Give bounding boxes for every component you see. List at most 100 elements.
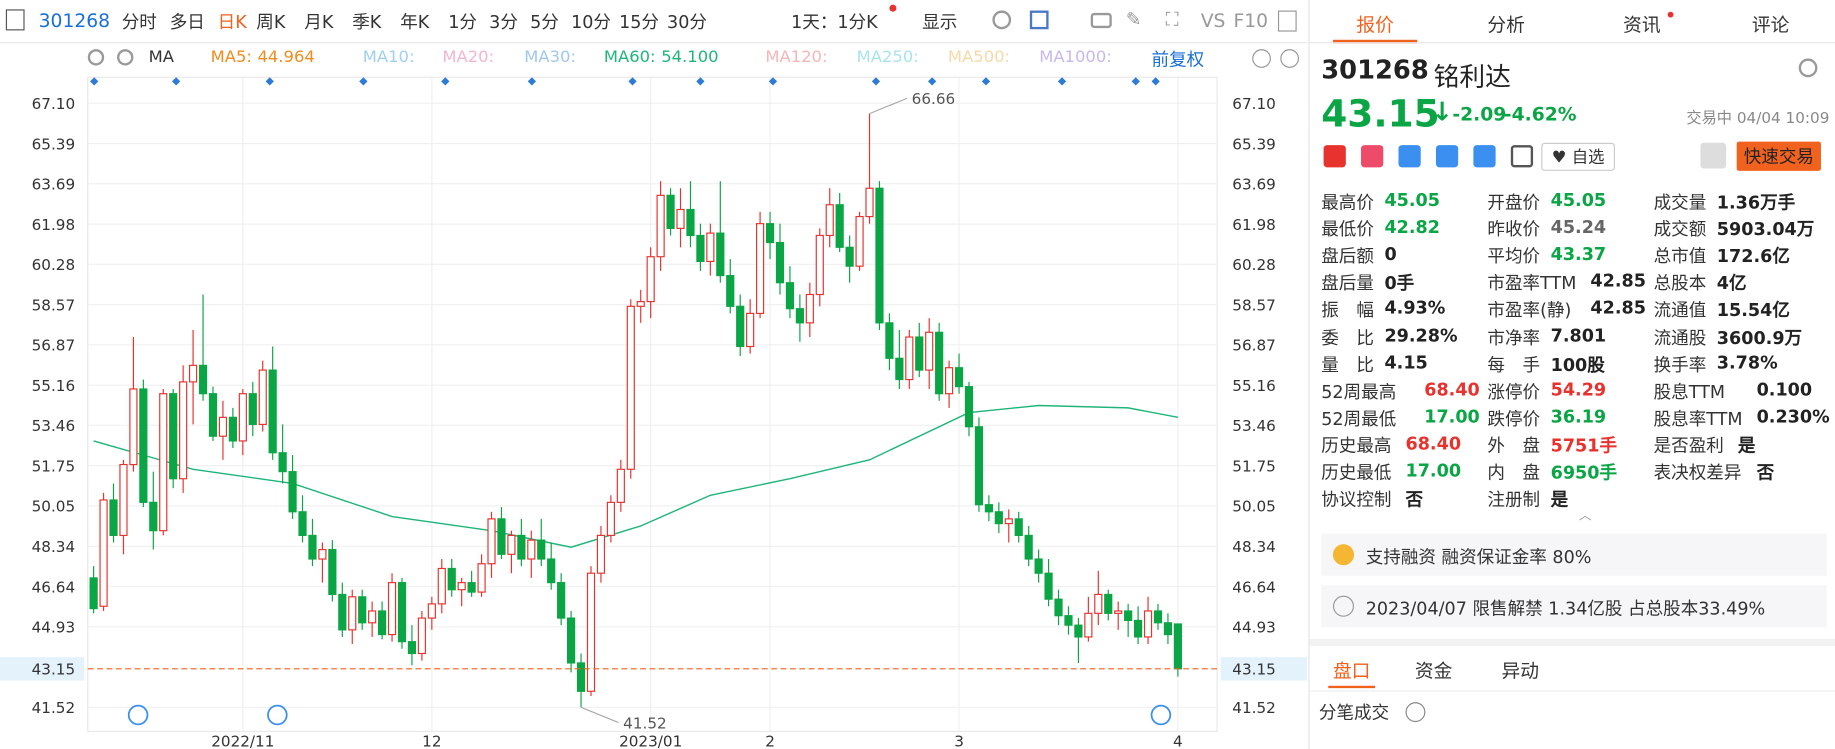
watch-label: 自选 [1571,148,1605,168]
y-tick-label-right: 56.87 [1232,337,1276,355]
candle-body [765,223,775,244]
last-price: 43.15 [1321,91,1440,136]
ma-select[interactable]: MA [148,47,174,67]
candle-body [298,511,307,536]
notice-margin[interactable]: 支持融资 融资保证金率 80% [1321,533,1827,576]
panel-icon[interactable] [1277,10,1297,32]
watch-button[interactable]: ♥ 自选 [1541,142,1616,171]
candle-body [805,293,814,324]
fullscreen-icon[interactable]: ⛶ [1165,8,1179,31]
ma-close[interactable] [117,49,134,66]
quote-value: 0 [1384,243,1397,265]
collapse-arrow[interactable]: ︿ [1578,507,1592,524]
y-tick-label-left: 50.05 [32,498,76,516]
candle-body [994,511,1003,525]
stock-code[interactable]: 301268 [38,9,111,32]
separator [1309,638,1835,646]
panel-tab[interactable]: 评论 [1751,14,1790,37]
panel-tab[interactable]: 报价 [1356,14,1394,37]
candle-body [417,617,426,655]
y-tick-label-right: 50.05 [1232,498,1276,516]
top-marker [696,77,705,86]
zoom-in[interactable] [1280,49,1300,68]
period-tab[interactable]: 分时 [121,11,157,33]
adjust-button[interactable]: 前复权 [1151,49,1205,71]
event-marker[interactable] [267,704,288,726]
candle-body [189,364,198,383]
y-tick-label-left: 48.34 [32,538,76,556]
candle-body [865,187,874,218]
period-tab[interactable]: 周K [256,11,286,33]
candle-body [477,563,486,593]
ma-value: 54.100 [661,47,719,67]
panel-tab[interactable]: 分析 [1487,14,1525,37]
period-tab[interactable]: 月K [304,11,334,33]
event-marker[interactable] [1150,704,1172,726]
period-tab[interactable]: 5分 [530,11,559,33]
period-tab[interactable]: 年K [400,11,430,33]
candle-body [1054,598,1063,617]
candle-body [387,582,397,636]
quote-value: 68.40 [1424,378,1480,400]
panel-tab[interactable]: 资讯 [1623,14,1661,37]
ma-label: MA500: [947,47,1011,67]
candle-body [159,393,168,532]
bottom-tab[interactable]: 资金 [1414,660,1453,683]
candle-body [716,232,725,277]
candle-body [179,381,188,480]
period-tab[interactable]: 3分 [489,11,518,33]
panel-settings[interactable] [1798,58,1818,78]
period-tab[interactable]: 日K [217,11,247,33]
icon-note[interactable] [1510,145,1534,168]
candle-body [228,416,237,442]
candle-body [875,187,884,324]
ma-settings[interactable] [87,49,105,66]
candle-body [89,577,98,610]
bottom-tab[interactable]: 盘口 [1332,660,1371,683]
alert-button[interactable] [1700,142,1727,169]
trades-info[interactable] [1405,702,1426,723]
candle-body [318,548,327,560]
candle-body [407,641,417,655]
bottom-tab[interactable]: 异动 [1501,660,1539,683]
f10-button[interactable]: F10 [1233,9,1269,32]
quote-value: 7.801 [1550,324,1607,346]
settings-icon[interactable] [992,10,1012,30]
quote-value: 45.05 [1550,189,1607,211]
quote-label: 委 比 [1321,327,1374,349]
quote-label: 52周最低 [1321,408,1397,430]
zoom-out[interactable] [1252,49,1271,68]
candle-body [954,367,964,388]
camera-icon[interactable] [1090,12,1112,29]
icon-flash[interactable] [1361,145,1384,168]
quote-value: 5903.04万 [1716,218,1815,241]
candle-body [1024,534,1033,560]
quick-trade[interactable]: 快速交易 [1736,141,1821,171]
period-tab[interactable]: 30分 [667,11,707,33]
icon-dollar[interactable] [1435,145,1459,168]
event-circle [267,704,288,726]
sidebar-icon[interactable] [5,9,25,31]
pen-icon[interactable]: ✎ [1125,8,1142,31]
box-icon[interactable] [1029,10,1049,30]
icon-cn[interactable] [1323,145,1346,168]
show-button[interactable]: 显示 [922,11,958,33]
vs-button[interactable]: VS [1200,9,1226,32]
candle-body [1163,622,1173,636]
event-marker[interactable] [127,704,149,726]
candle-body [666,194,675,229]
icon-tag[interactable] [1473,145,1496,168]
panel-code: 301268 [1321,56,1429,86]
candle-body [1094,593,1103,614]
period-tab[interactable]: 多日 [169,11,205,33]
top-marker [871,77,881,86]
range-select[interactable]: 1天：1分K [791,11,878,33]
period-tab[interactable]: 15分 [619,11,659,33]
period-tab[interactable]: 10分 [571,11,611,33]
ma-label: MA120: [765,47,828,67]
notice-unlock[interactable]: 2023/04/07 限售解禁 1.34亿股 占总股本33.49% [1321,585,1827,628]
icon-swap[interactable] [1398,145,1421,168]
period-tab[interactable]: 1分 [448,11,477,33]
period-tab[interactable]: 季K [352,11,382,33]
candle-body [815,234,824,296]
